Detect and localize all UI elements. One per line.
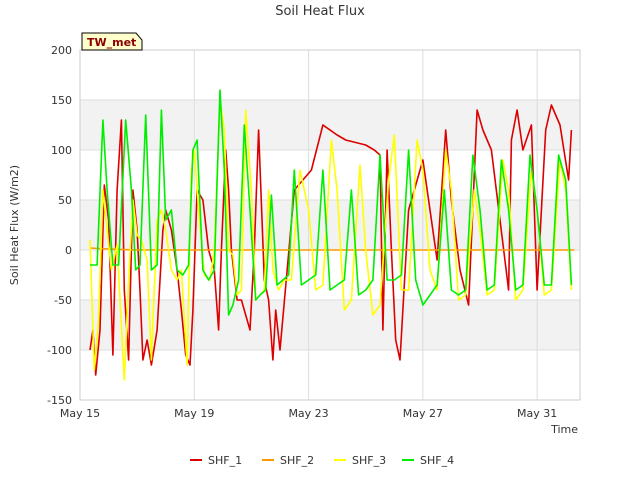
plot-band <box>80 200 580 250</box>
plot-band <box>80 300 580 350</box>
legend-label: SHF_4 <box>420 454 454 467</box>
x-tick-label: May 23 <box>288 407 328 420</box>
legend-label: SHF_1 <box>208 454 242 467</box>
legend-label: SHF_3 <box>352 454 386 467</box>
y-tick-label: -100 <box>47 344 72 357</box>
series-line-shf-1 <box>89 104 573 376</box>
station-label-shape <box>81 32 143 51</box>
x-tick-labels: May 15 May 19 May 23 May 27 May 31 <box>60 407 557 420</box>
plot-frame <box>79 49 581 401</box>
y-tick-labels: -150 -100 -50 0 50 100 150 200 <box>47 44 72 407</box>
station-label: TW_met <box>87 36 136 49</box>
series-line-shf-2 <box>89 247 575 251</box>
y-tick-label: 100 <box>51 144 72 157</box>
legend-label: SHF_2 <box>280 454 314 467</box>
plot-band <box>80 100 580 150</box>
y-tick-label: -150 <box>47 394 72 407</box>
x-axis-label: Time <box>550 423 578 436</box>
y-axis-label: Soil Heat Flux (W/m2) <box>8 165 21 285</box>
series-layer <box>89 89 575 381</box>
legend: SHF_1 SHF_2 SHF_3 SHF_4 <box>190 454 454 467</box>
x-tick-label: May 31 <box>517 407 557 420</box>
chart-title: Soil Heat Flux <box>275 4 365 19</box>
x-tick-label: May 15 <box>60 407 100 420</box>
x-tick-label: May 27 <box>403 407 443 420</box>
y-tick-label: 50 <box>58 194 72 207</box>
y-tick-label: 200 <box>51 44 72 57</box>
station-label-box: TW_met <box>81 32 143 51</box>
y-tick-label: 0 <box>65 244 72 257</box>
x-tick-label: May 19 <box>174 407 214 420</box>
series-line-shf-3 <box>89 99 573 381</box>
series-line-shf-4 <box>90 89 573 316</box>
y-tick-label: 150 <box>51 94 72 107</box>
y-tick-label: -50 <box>54 294 72 307</box>
